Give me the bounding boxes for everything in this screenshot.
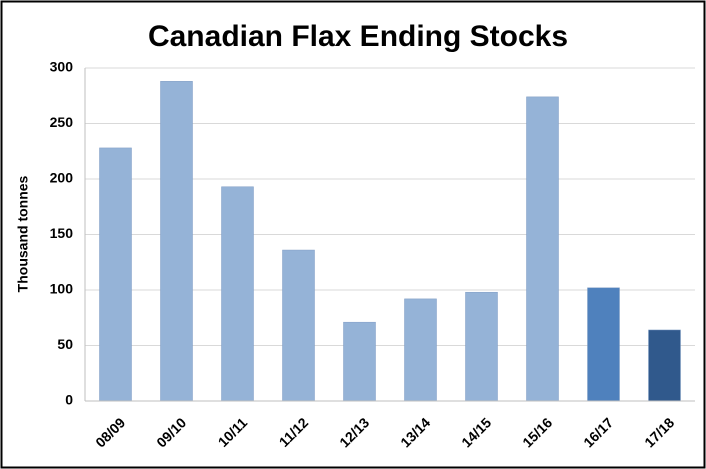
y-axis-label: Thousand tonnes (15, 175, 31, 292)
bar (587, 287, 620, 402)
y-tick-label: 0 (65, 392, 73, 408)
y-tick-label: 150 (50, 225, 74, 241)
bar (160, 81, 193, 402)
bar (404, 298, 437, 402)
bar (282, 249, 315, 402)
y-tick-label: 50 (57, 336, 73, 352)
bar (99, 147, 132, 402)
y-tick-label: 200 (50, 170, 74, 186)
bar (465, 291, 498, 402)
y-tick-label: 100 (50, 281, 74, 297)
bar (526, 96, 559, 402)
y-tick-label: 250 (50, 114, 74, 130)
bar (221, 186, 254, 402)
bar (343, 321, 376, 402)
y-tick-label: 300 (50, 59, 74, 75)
chart-title: Canadian Flax Ending Stocks (148, 20, 568, 53)
bar (648, 329, 681, 402)
